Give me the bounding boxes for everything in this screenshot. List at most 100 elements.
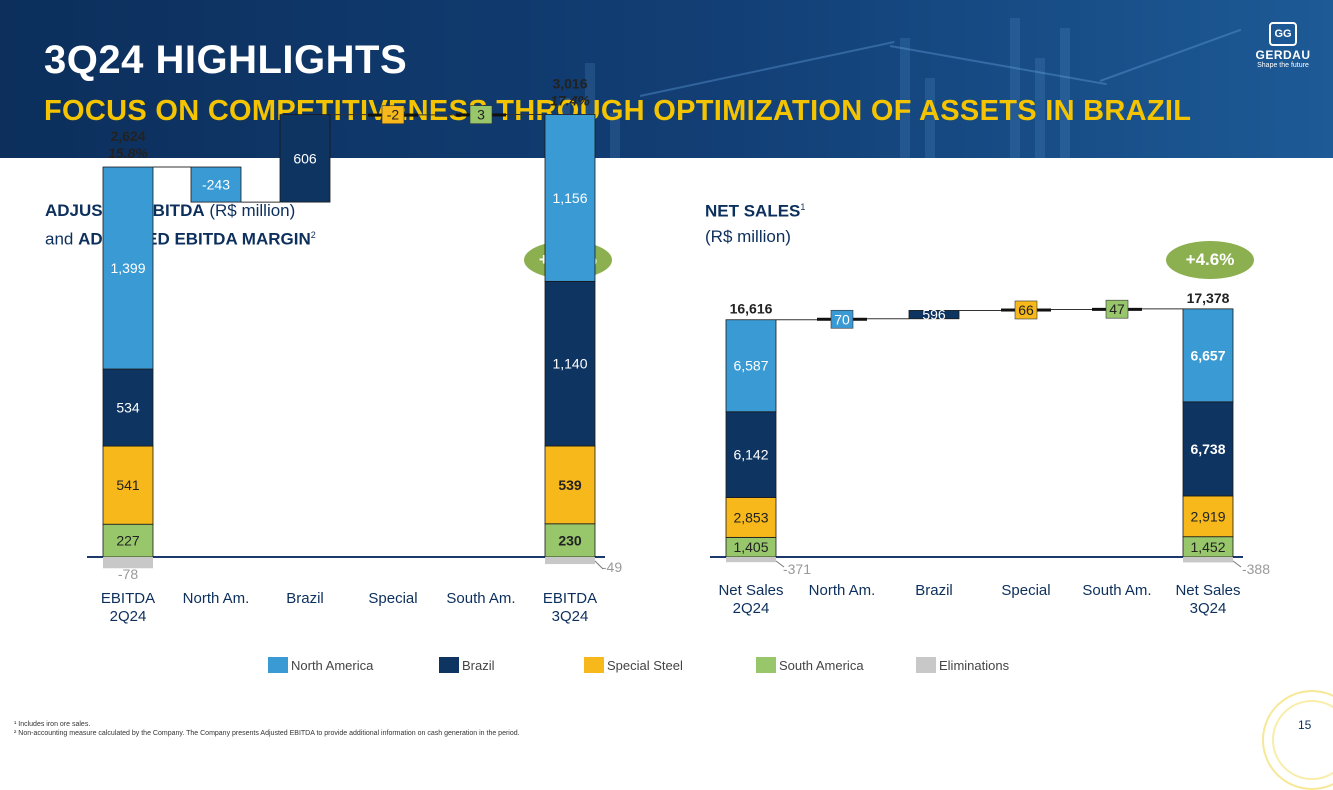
gerdau-logo: GG GERDAU Shape the future [1250,22,1316,69]
ebitda-end-eliminations-bar [545,557,595,565]
ebitda-delta-label: 3 [477,107,485,123]
sales-category-label: Special [1001,582,1050,599]
page-subtitle: FOCUS ON COMPETITIVENESS THROUGH OPTIMIZ… [44,95,1192,127]
ebitda-end-segment-brazil [544,280,596,447]
sales-delta-label: 47 [1109,301,1125,317]
ebitda-category-label: South Am. [446,590,515,607]
ebitda-category-label: Brazil [286,590,324,607]
ebitda-end-segment-label: 539 [558,477,582,493]
ebitda-delta-label: 606 [293,150,317,166]
sales-start-total-label: 16,616 [730,301,773,317]
ebitda-start-segment-label: 1,399 [110,260,145,276]
ebitda-end-segment-label: 1,140 [552,356,587,372]
sales-end-segment-label: 1,452 [1190,539,1225,555]
sales-end-eliminations-bar [1183,557,1233,563]
sales-start-segment-special-steel [725,497,777,538]
ebitda-start-segment-label: 227 [116,533,140,549]
sales-category-label: Brazil [915,582,953,599]
ebitda-end-eliminations-leader [594,560,604,570]
sales-end-segment-brazil [1182,401,1234,497]
sales-delta-label-box [1014,300,1038,320]
page-title: 3Q24 HIGHLIGHTS [44,38,408,82]
ebitda-title-sup: 2 [310,230,316,240]
sales-end-segment-label: 6,738 [1190,441,1225,457]
ebitda-start-eliminations-label: -78 [118,566,138,582]
sales-start-segment-label: 1,405 [733,539,768,555]
ebitda-end-segment-special-steel [544,445,596,525]
sales-title-bold: NET SALES [705,201,801,221]
legend-swatch [268,657,288,673]
ebitda-end-margin-label: 17.4% [550,92,590,108]
ebitda-start-segment-south-america [102,523,154,558]
sales-end-segment-label: 2,919 [1190,508,1225,524]
logo-tagline: Shape the future [1257,62,1309,69]
sales-delta-label: 66 [1018,302,1034,318]
footnote-2: ² Non-accounting measure calculated by t… [14,730,520,737]
sales-category-label: 2Q24 [733,600,770,617]
legend-label: Eliminations [939,658,1010,673]
legend-swatch [756,657,776,673]
sales-growth-badge: +4.6% [1166,241,1254,279]
ebitda-category-label: EBITDA [101,590,155,607]
sales-delta-label-box [830,309,854,329]
sales-panel-title: NET SALES1 (R$ million) [705,195,805,249]
sales-category-label: North Am. [809,582,876,599]
ebitda-delta-label: -2 [387,107,400,123]
ebitda-end-total-label: 3,016 [552,75,587,91]
sales-end-segment-label: 6,657 [1190,347,1225,363]
sales-title-sup: 1 [800,202,806,212]
ebitda-title-unit: (R$ million) [204,201,296,220]
ebitda-start-segment-brazil [102,368,154,447]
sales-start-segment-north-america [725,319,777,413]
ebitda-title-and: and [45,229,79,249]
ebitda-delta-bar-north-america [190,166,242,203]
legend-label: South America [779,658,864,673]
ebitda-category-label: North Am. [183,590,250,607]
ebitda-end-segment-label: 230 [558,532,582,548]
ebitda-category-label: EBITDA [543,590,597,607]
logo-name: GERDAU [1255,48,1311,62]
legend-label: Special Steel [607,658,683,673]
ebitda-category-label: Special [368,590,417,607]
sales-category-label: South Am. [1082,582,1151,599]
sales-delta-bar-brazil [908,310,960,320]
legend-label: North America [291,658,374,673]
sales-start-segment-brazil [725,411,777,498]
legend-swatch [584,657,604,673]
sales-end-eliminations-label: -388 [1242,561,1270,577]
footnotes: ¹ Includes iron ore sales. ² Non-account… [14,720,520,738]
sales-end-segment-special-steel [1182,495,1234,538]
sales-start-eliminations-label: -371 [783,561,811,577]
sales-start-segment-label: 2,853 [733,509,768,525]
ebitda-start-margin-label: 15.8% [108,145,148,161]
sales-delta-label-box [1105,299,1129,319]
ebitda-start-eliminations-bar [103,557,153,569]
ebitda-waterfall-chart: 227 541 534 1,399 230 539 1,140 1,156 -78 -49 2,62… [87,75,1270,625]
ebitda-end-segment-label: 1,156 [552,190,587,206]
ebitda-category-label: 2Q24 [110,608,147,625]
ebitda-end-segment-south-america [544,523,596,558]
sales-delta-label: 596 [922,307,946,323]
sales-end-eliminations-leader [1232,560,1242,568]
sales-start-eliminations-bar [726,557,776,563]
gerdau-logo-icon: GG [1269,22,1297,46]
sales-end-segment-north-america [1182,308,1234,403]
ebitda-delta-label: -243 [202,177,230,193]
sales-start-segment-label: 6,142 [733,447,768,463]
ebitda-end-eliminations-label: -49 [602,559,622,575]
legend-swatch [916,657,936,673]
legend-label: Brazil [462,658,495,673]
sales-category-label: 3Q24 [1190,600,1227,617]
sales-category-label: Net Sales [1175,582,1240,599]
page-number: 15 [1298,718,1312,732]
footnote-1: ¹ Includes iron ore sales. [14,721,91,728]
ebitda-start-total-label: 2,624 [110,128,145,144]
sales-title-unit: (R$ million) [705,226,791,246]
legend-swatch [439,657,459,673]
ebitda-end-segment-north-america [544,114,596,282]
ebitda-start-segment-label: 541 [116,477,140,493]
ebitda-category-label: 3Q24 [552,608,589,625]
ebitda-delta-bar-brazil [279,114,331,203]
sales-start-eliminations-leader [775,560,785,568]
ebitda-start-segment-label: 534 [116,400,140,416]
